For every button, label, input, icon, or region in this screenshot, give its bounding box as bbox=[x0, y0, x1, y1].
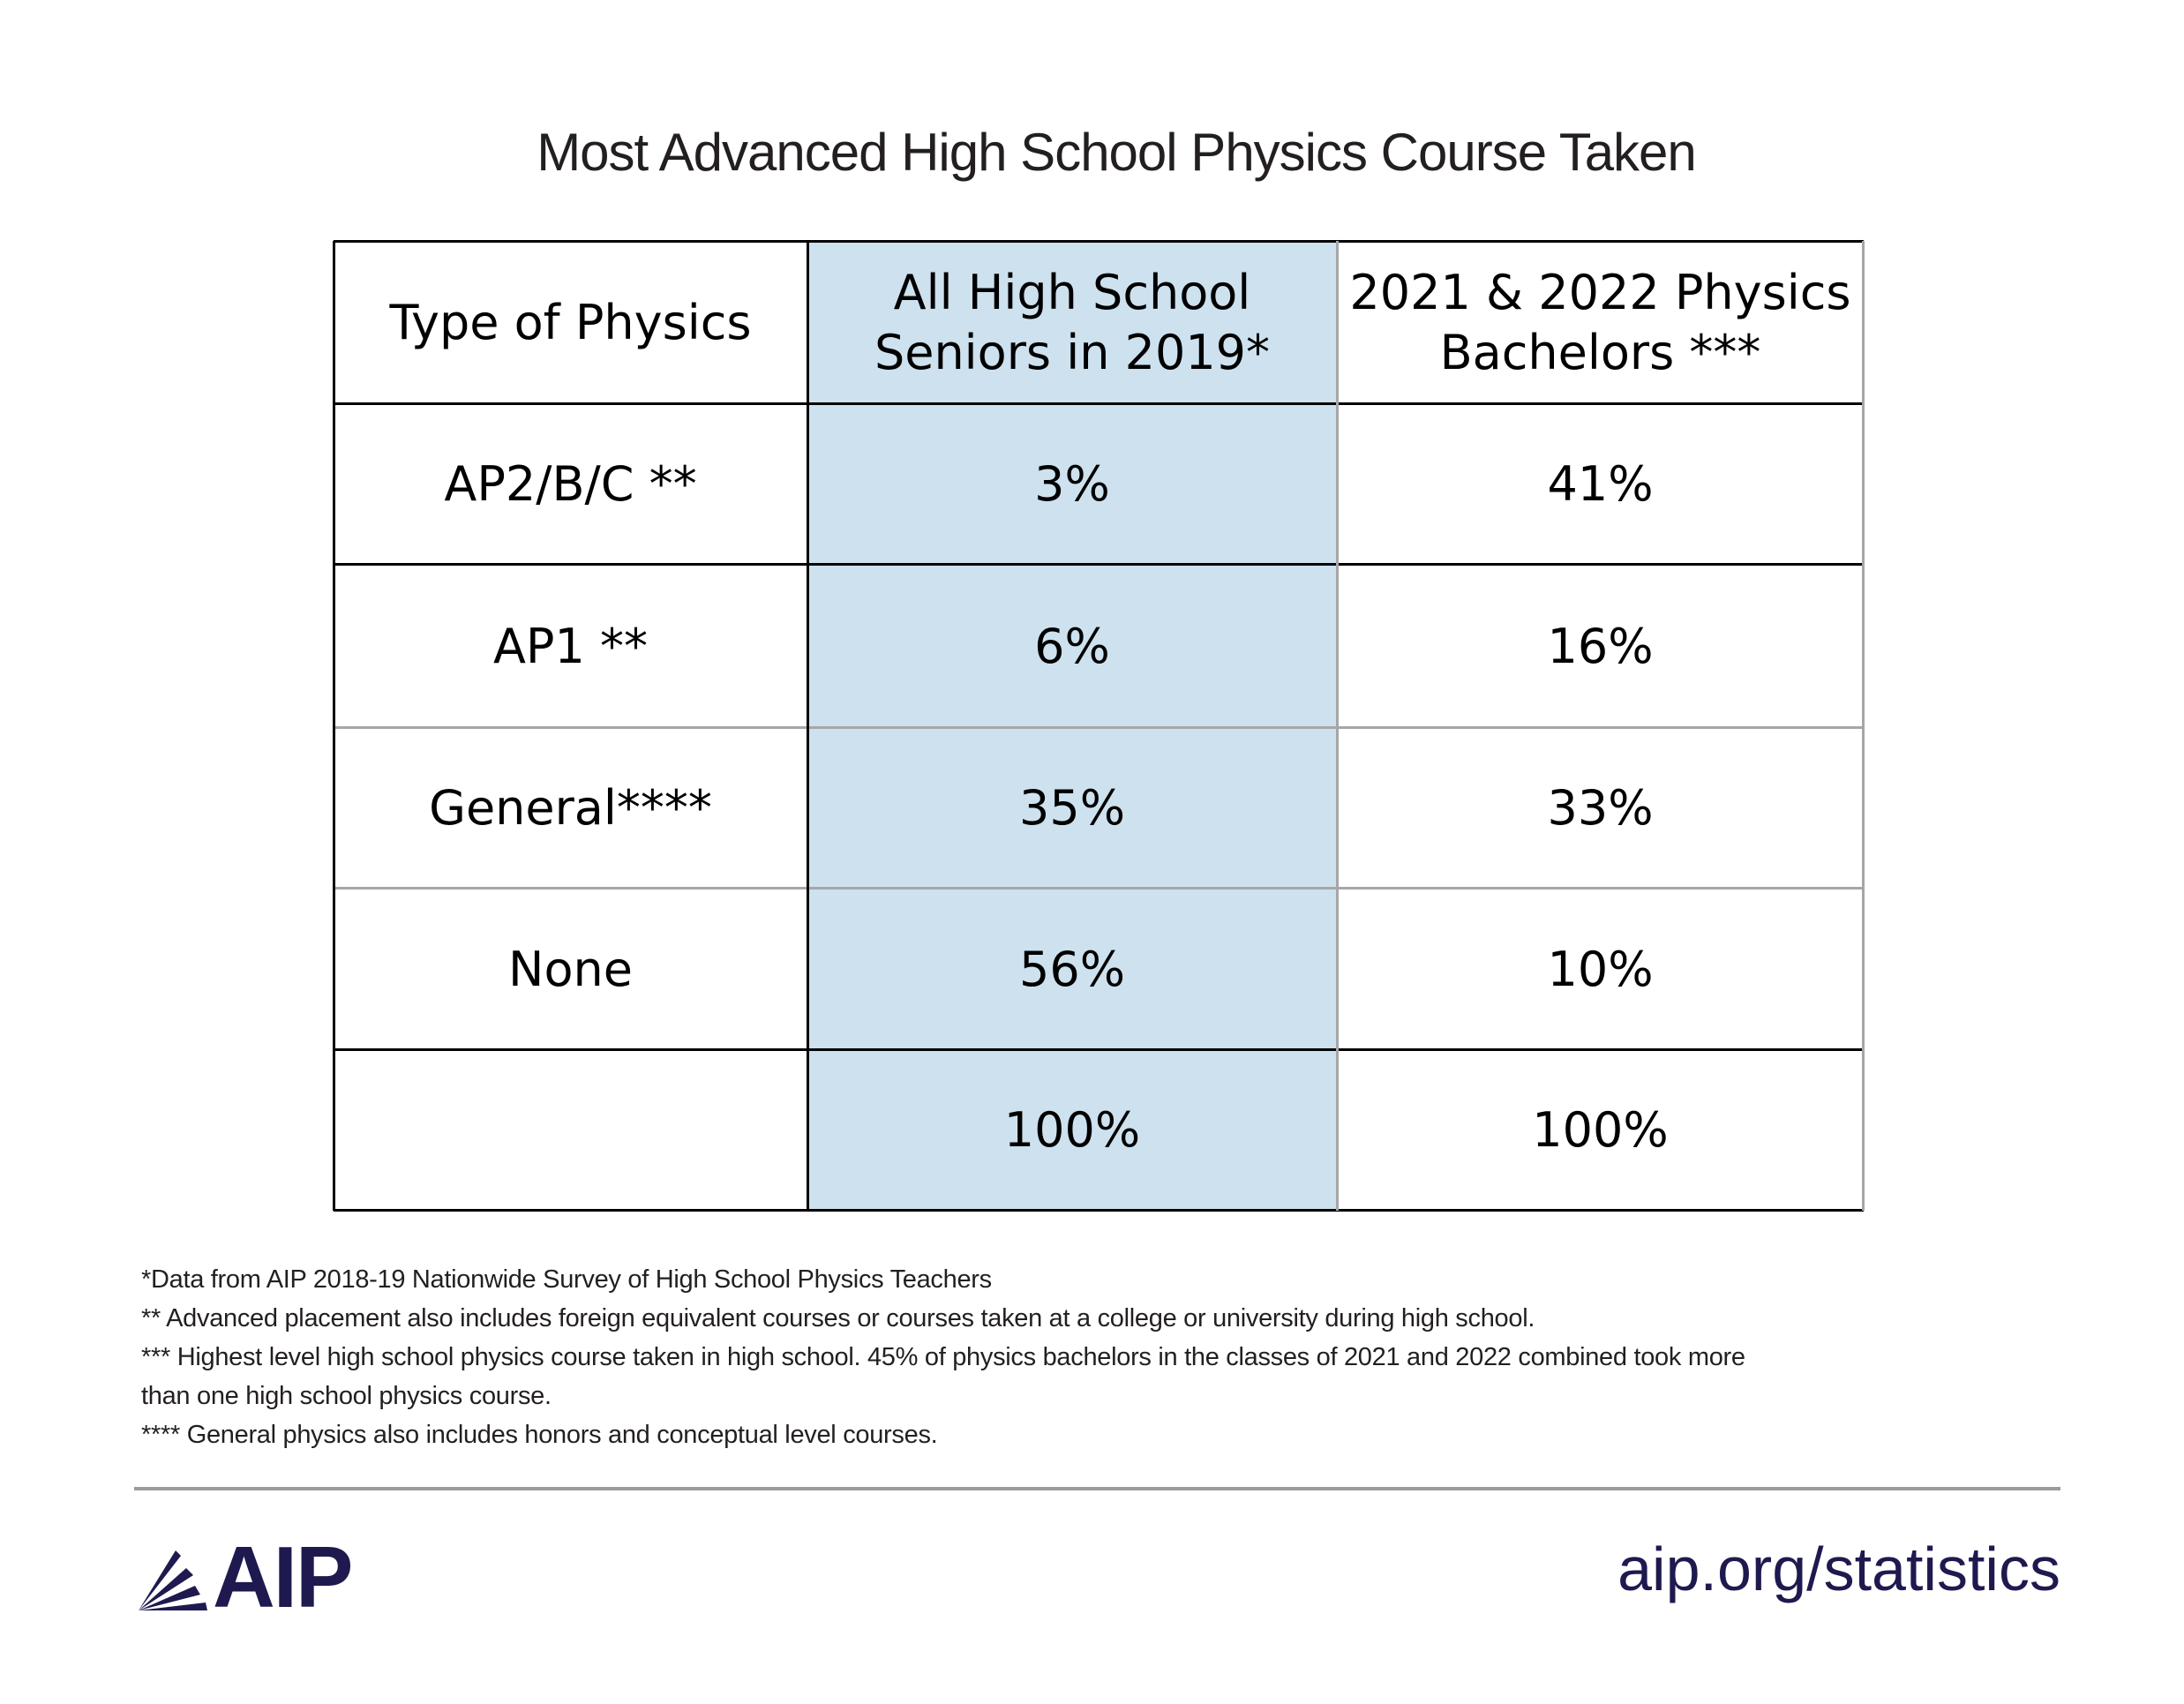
chart-title: Most Advanced High School Physics Course… bbox=[537, 123, 1697, 182]
aip-logo: AIP bbox=[139, 1528, 353, 1625]
table-top-border bbox=[334, 240, 1864, 243]
header-seniors-line1: All High School bbox=[893, 265, 1251, 320]
footer-divider bbox=[134, 1487, 2060, 1490]
total-label-cell bbox=[334, 1050, 807, 1211]
header-bachelors-line2: Bachelors *** bbox=[1439, 324, 1761, 380]
total-row-border bbox=[334, 1048, 1864, 1051]
row-seniors-cell: 35% bbox=[1018, 780, 1126, 837]
header-bottom-border bbox=[334, 402, 1864, 405]
table-bottom-border bbox=[334, 1209, 1864, 1212]
row-type-cell: None bbox=[508, 941, 633, 997]
footnote: ** Advanced placement also includes fore… bbox=[141, 1304, 1535, 1332]
aip-rays-icon bbox=[139, 1550, 207, 1610]
header-bachelors-line1: 2021 & 2022 Physics bbox=[1349, 265, 1851, 320]
row-bachelors-cell: 16% bbox=[1547, 618, 1654, 674]
row-divider bbox=[334, 726, 1864, 729]
column-divider bbox=[807, 241, 809, 1211]
row-seniors-cell: 3% bbox=[1034, 456, 1110, 513]
row-bachelors-cell: 33% bbox=[1547, 780, 1654, 837]
statistics-url[interactable]: aip.org/statistics bbox=[1617, 1535, 2060, 1603]
row-type-cell: AP2/B/C ** bbox=[444, 456, 697, 513]
data-table: Type of Physics All High School Seniors … bbox=[333, 240, 1865, 1212]
row-bachelors-cell: 10% bbox=[1547, 941, 1654, 997]
row-type-cell: AP1 ** bbox=[492, 618, 649, 674]
row-seniors-cell: 56% bbox=[1018, 941, 1126, 997]
row-divider bbox=[334, 563, 1864, 566]
footnote: than one high school physics course. bbox=[141, 1382, 552, 1410]
row-divider bbox=[334, 887, 1864, 890]
table-left-border bbox=[333, 241, 335, 1211]
row-seniors-cell: 6% bbox=[1034, 618, 1110, 674]
row-type-cell: General**** bbox=[429, 780, 712, 837]
header-seniors-line2: Seniors in 2019* bbox=[874, 324, 1271, 380]
table-right-border bbox=[1862, 241, 1865, 1211]
total-seniors-cell: 100% bbox=[1003, 1102, 1141, 1159]
row-bachelors-cell: 41% bbox=[1547, 456, 1654, 513]
header-seniors-2019: All High School Seniors in 2019* bbox=[807, 241, 1337, 404]
footnote: *Data from AIP 2018-19 Nationwide Survey… bbox=[141, 1265, 992, 1294]
header-type-of-physics: Type of Physics bbox=[389, 294, 752, 350]
logo-text: AIP bbox=[213, 1528, 353, 1625]
footnote: *** Highest level high school physics co… bbox=[141, 1343, 1745, 1371]
footnote: **** General physics also includes honor… bbox=[141, 1421, 938, 1449]
total-bachelors-cell: 100% bbox=[1532, 1102, 1669, 1159]
footnotes: *Data from AIP 2018-19 Nationwide Survey… bbox=[141, 1260, 1745, 1454]
column-divider bbox=[1336, 241, 1339, 1211]
header-bachelors-2021-2022: 2021 & 2022 Physics Bachelors *** bbox=[1337, 241, 1864, 404]
